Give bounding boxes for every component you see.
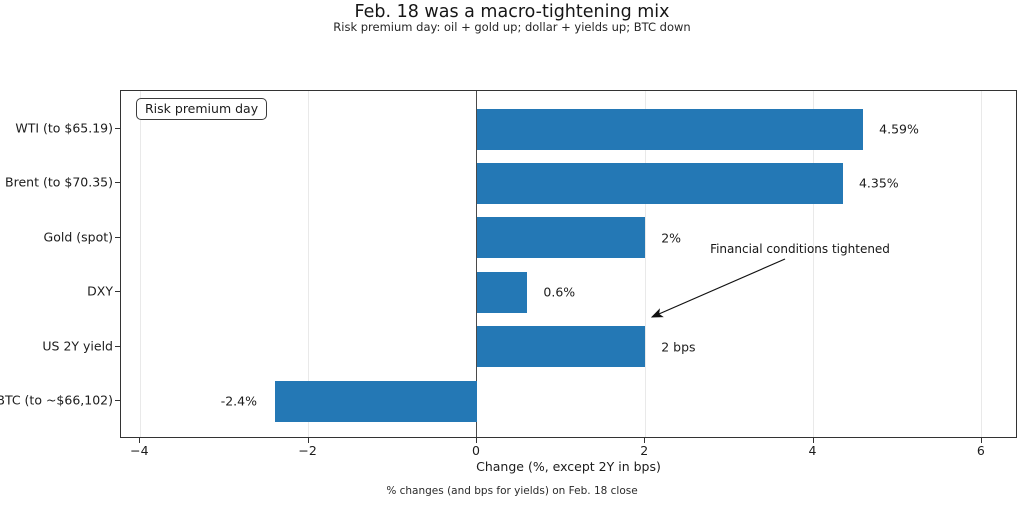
bar-value-label: 0.6% xyxy=(543,284,576,300)
x-axis-tick xyxy=(644,438,646,443)
y-tick-label: WTI (to $65.19) xyxy=(15,120,113,136)
bar xyxy=(476,217,646,259)
chart-title: Feb. 18 was a macro-tightening mix xyxy=(354,2,670,22)
chart-subtitle: Risk premium day: oil + gold up; dollar … xyxy=(333,20,691,34)
y-axis-tick xyxy=(115,400,120,401)
x-axis-label: Change (%, except 2Y in bps) xyxy=(476,459,661,474)
y-tick-label: Gold (spot) xyxy=(43,229,113,245)
bar xyxy=(476,108,864,150)
y-axis-tick xyxy=(115,291,120,293)
gridline xyxy=(981,91,983,437)
x-axis-tick xyxy=(812,438,814,443)
y-axis-tick xyxy=(115,128,120,129)
y-axis-tick xyxy=(115,182,120,184)
x-tick-label: −4 xyxy=(130,443,149,458)
bar-value-label: 2% xyxy=(661,230,682,246)
y-axis-tick xyxy=(115,236,120,238)
bar xyxy=(274,380,477,422)
bar-value-label: 4.35% xyxy=(858,175,899,191)
gridline xyxy=(139,91,141,437)
gridline xyxy=(813,91,815,437)
y-axis-tick xyxy=(115,345,120,347)
bar-value-label: 2 bps xyxy=(661,339,696,355)
bar-value-label: -2.4% xyxy=(220,393,257,409)
footer-caption: % changes (and bps for yields) on Feb. 1… xyxy=(386,485,638,497)
y-tick-label: BTC (to ~$66,102) xyxy=(0,392,113,408)
x-tick-label: 0 xyxy=(471,443,480,458)
bar-value-label: 4.59% xyxy=(879,121,919,137)
plot-area: Risk premium day Financial conditions ti… xyxy=(120,90,1017,438)
bar xyxy=(476,326,646,368)
gridline xyxy=(308,91,310,437)
legend-box: Risk premium day xyxy=(136,98,268,120)
x-tick-label: 2 xyxy=(640,443,649,458)
gridline xyxy=(644,91,646,437)
annotation-text: Financial conditions tightened xyxy=(710,242,890,256)
x-tick-label: 4 xyxy=(808,443,817,458)
bar xyxy=(476,271,528,313)
x-tick-label: −2 xyxy=(298,443,317,458)
x-axis-tick xyxy=(475,438,477,443)
zero-line xyxy=(476,91,478,437)
x-axis-tick xyxy=(980,438,982,443)
x-axis-tick xyxy=(139,438,141,443)
y-tick-label: DXY xyxy=(87,283,113,299)
y-tick-label: US 2Y yield xyxy=(42,338,113,354)
x-tick-label: 6 xyxy=(976,443,985,458)
legend-label: Risk premium day xyxy=(145,101,259,116)
bar xyxy=(476,162,843,204)
y-tick-label: Brent (to $70.35) xyxy=(5,174,113,190)
x-axis-tick xyxy=(307,438,309,443)
